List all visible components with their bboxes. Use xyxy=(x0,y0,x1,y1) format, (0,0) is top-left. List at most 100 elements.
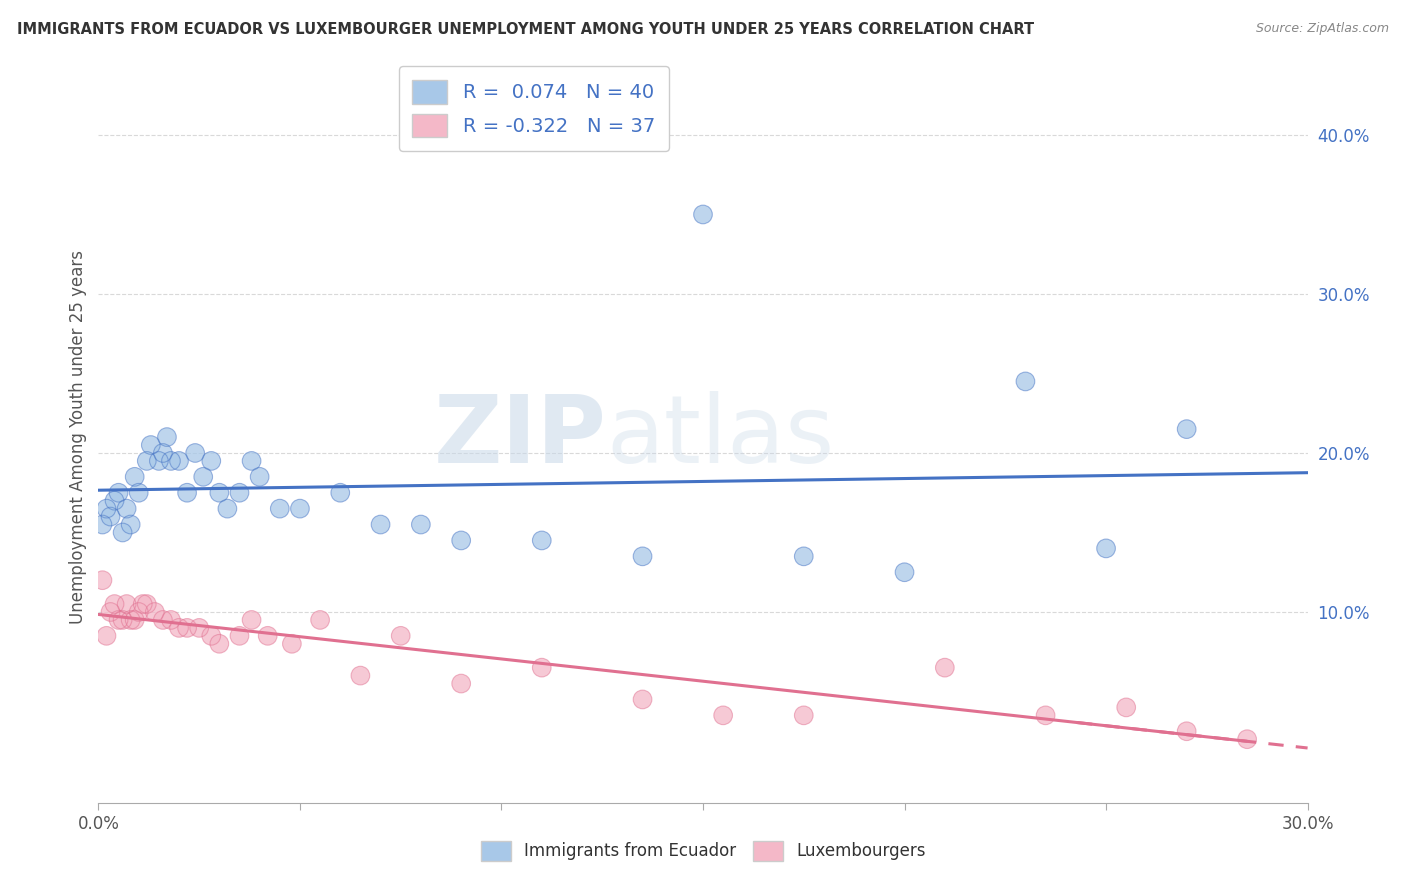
Point xyxy=(217,501,239,516)
Point xyxy=(1014,375,1036,389)
Point xyxy=(160,454,183,468)
Point xyxy=(200,454,222,468)
Point xyxy=(208,485,231,500)
Point xyxy=(200,629,222,643)
Point xyxy=(793,549,815,564)
Point xyxy=(135,454,157,468)
Point xyxy=(240,454,263,468)
Point xyxy=(269,501,291,516)
Point xyxy=(100,605,122,619)
Point xyxy=(96,501,118,516)
Text: atlas: atlas xyxy=(606,391,835,483)
Point xyxy=(1035,708,1057,723)
Point xyxy=(309,613,332,627)
Point xyxy=(107,485,129,500)
Point xyxy=(200,629,222,643)
Point xyxy=(176,621,198,635)
Point xyxy=(96,629,118,643)
Point xyxy=(103,597,125,611)
Point xyxy=(631,549,654,564)
Point xyxy=(240,454,263,468)
Point xyxy=(188,621,211,635)
Point xyxy=(167,621,190,635)
Point xyxy=(139,438,162,452)
Point xyxy=(135,597,157,611)
Point xyxy=(103,493,125,508)
Point xyxy=(120,517,142,532)
Point xyxy=(135,454,157,468)
Point xyxy=(450,533,472,548)
Point xyxy=(692,207,714,221)
Point xyxy=(1115,700,1137,714)
Point xyxy=(269,501,291,516)
Point xyxy=(349,668,371,682)
Point xyxy=(249,470,271,484)
Point xyxy=(91,517,114,532)
Point xyxy=(349,668,371,682)
Point xyxy=(167,454,190,468)
Point xyxy=(1035,708,1057,723)
Point xyxy=(208,637,231,651)
Point xyxy=(91,573,114,587)
Point xyxy=(188,621,211,635)
Point xyxy=(228,629,250,643)
Point xyxy=(228,485,250,500)
Point xyxy=(111,613,134,627)
Point xyxy=(208,637,231,651)
Point xyxy=(1236,732,1258,747)
Point xyxy=(530,533,553,548)
Text: ZIP: ZIP xyxy=(433,391,606,483)
Point xyxy=(124,470,146,484)
Point xyxy=(124,613,146,627)
Point xyxy=(389,629,412,643)
Point xyxy=(167,621,190,635)
Point xyxy=(934,660,956,674)
Point xyxy=(111,525,134,540)
Point xyxy=(934,660,956,674)
Point xyxy=(1115,700,1137,714)
Point xyxy=(152,613,174,627)
Point xyxy=(120,613,142,627)
Point xyxy=(450,533,472,548)
Point xyxy=(148,454,170,468)
Point xyxy=(152,446,174,460)
Point xyxy=(409,517,432,532)
Point xyxy=(100,509,122,524)
Point xyxy=(530,660,553,674)
Text: Source: ZipAtlas.com: Source: ZipAtlas.com xyxy=(1256,22,1389,36)
Point xyxy=(152,613,174,627)
Point xyxy=(288,501,311,516)
Point xyxy=(176,485,198,500)
Y-axis label: Unemployment Among Youth under 25 years: Unemployment Among Youth under 25 years xyxy=(69,250,87,624)
Point xyxy=(530,533,553,548)
Point xyxy=(793,549,815,564)
Point xyxy=(91,573,114,587)
Point xyxy=(193,470,215,484)
Point xyxy=(1014,375,1036,389)
Point xyxy=(711,708,734,723)
Point xyxy=(156,430,179,444)
Point xyxy=(793,708,815,723)
Point xyxy=(893,566,915,580)
Point xyxy=(329,485,352,500)
Point xyxy=(1175,422,1198,436)
Point xyxy=(1175,422,1198,436)
Point xyxy=(96,629,118,643)
Point xyxy=(208,485,231,500)
Point xyxy=(100,509,122,524)
Point xyxy=(631,692,654,706)
Point xyxy=(793,708,815,723)
Point xyxy=(160,613,183,627)
Point xyxy=(1236,732,1258,747)
Point xyxy=(288,501,311,516)
Point xyxy=(1175,724,1198,739)
Point xyxy=(128,485,150,500)
Point xyxy=(128,605,150,619)
Point xyxy=(111,613,134,627)
Point xyxy=(256,629,278,643)
Point xyxy=(120,613,142,627)
Point xyxy=(200,454,222,468)
Point xyxy=(156,430,179,444)
Point xyxy=(107,613,129,627)
Point xyxy=(103,493,125,508)
